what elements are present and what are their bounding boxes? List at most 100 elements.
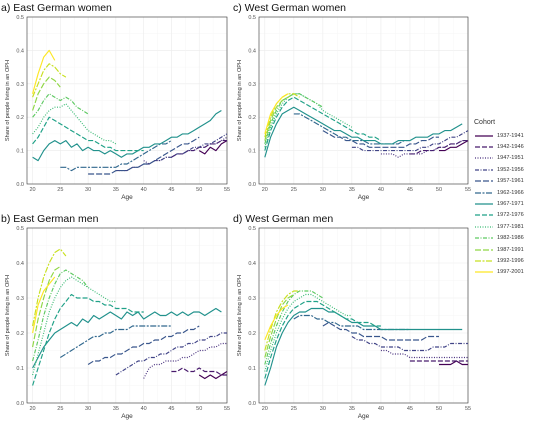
y-tick-label: 0.1 (248, 149, 256, 155)
y-tick-label: 0.3 (16, 296, 24, 302)
series-line-1997-2001 (264, 304, 289, 341)
x-tick-label: 40 (141, 406, 147, 412)
legend-label: 1967-1971 (497, 201, 524, 208)
series-line-1937-1941 (439, 360, 468, 366)
legend-key (475, 146, 493, 148)
legend: Cohort 1937-1941 1942-1946 1947-1951 1952-1… (474, 119, 540, 278)
series-line-1962-1966 (59, 325, 172, 358)
legend-key (475, 260, 493, 262)
series-line-1992-1996 (264, 290, 300, 351)
y-tick-label: 0.0 (248, 401, 256, 407)
x-tick-label: 55 (465, 187, 471, 193)
x-tick-label: 40 (378, 187, 384, 193)
y-tick-label: 0.1 (16, 366, 24, 372)
x-axis-label: Age (358, 194, 370, 201)
series-line-1987-1991 (32, 266, 61, 348)
y-tick-label: 0.1 (248, 366, 256, 372)
series-line-1987-1991 (264, 93, 295, 141)
legend-key (475, 237, 493, 239)
y-tick-label: 0.5 (248, 15, 256, 21)
legend-label: 1977-1981 (497, 223, 524, 230)
x-tick-label: 55 (224, 187, 230, 193)
x-tick-label: 25 (291, 187, 297, 193)
panel-1: a) East German women 0.0 0.1 0.2 0.3 0.4 0.5 20… (1, 2, 230, 201)
legend-item: 1957-1961 (474, 176, 540, 187)
legend-key (475, 169, 493, 171)
y-tick-label: 0.3 (248, 82, 256, 88)
legend-label: 1992-1996 (497, 257, 524, 264)
series-line-1942-1946 (171, 367, 227, 376)
legend-key (475, 157, 493, 160)
series-line-1937-1941 (439, 140, 469, 152)
panel-border (26, 16, 228, 185)
series-line-1982-1986 (264, 290, 324, 365)
legend-item: 1942-1946 (474, 141, 540, 152)
legend-label: 1937-1941 (497, 132, 524, 139)
series-line-1967-1971 (264, 106, 463, 158)
y-tick-label: 0.2 (248, 115, 256, 121)
series-line-1967-1971 (32, 110, 222, 162)
series-line-1962-1966 (60, 140, 172, 172)
x-tick-label: 30 (320, 406, 326, 412)
series-line-1982-1986 (264, 93, 324, 145)
legend-label: 1982-1986 (497, 235, 524, 242)
panel-title: d) West German men (233, 213, 333, 225)
legend-item: 1972-1976 (474, 210, 540, 221)
x-tick-label: 45 (407, 406, 413, 412)
series-line-1967-1971 (32, 307, 222, 369)
series-line-1997-2001 (32, 276, 56, 334)
series-line-1952-1956 (351, 336, 468, 352)
legend-item: 1992-1996 (474, 255, 540, 266)
x-tick-label: 20 (262, 187, 268, 193)
y-tick-label: 0.5 (16, 226, 24, 232)
y-tick-label: 0.0 (16, 401, 24, 407)
legend-key (475, 226, 493, 228)
series-line-1972-1976 (264, 96, 382, 151)
y-axis-label: Share of people living in an OPH (5, 275, 11, 356)
legend-item: 1967-1971 (474, 198, 540, 209)
panel-title: a) East German women (1, 2, 112, 14)
y-tick-label: 0.4 (16, 261, 24, 267)
y-tick-label: 0.5 (16, 15, 24, 21)
series-line-1972-1976 (32, 116, 144, 152)
x-tick-label: 45 (407, 187, 413, 193)
y-tick-label: 0.0 (248, 182, 256, 188)
series-line-1977-1981 (264, 293, 352, 372)
x-tick-label: 50 (436, 187, 442, 193)
panel-title: c) West German women (233, 2, 346, 14)
x-axis-label: Age (121, 194, 133, 201)
legend-label: 1962-1966 (497, 189, 524, 196)
series-line-1972-1976 (264, 300, 381, 379)
x-tick-label: 35 (113, 187, 119, 193)
legend-item: 1982-1986 (474, 233, 540, 244)
legend-label: 1947-1951 (497, 155, 524, 162)
legend-title: Cohort (474, 119, 496, 126)
series-line-1957-1961 (322, 130, 439, 148)
series-line-1947-1951 (380, 349, 468, 359)
series-line-1947-1951 (380, 140, 468, 158)
x-tick-label: 20 (262, 406, 268, 412)
x-tick-label: 35 (349, 187, 355, 193)
y-tick-label: 0.4 (248, 48, 256, 54)
x-tick-label: 25 (57, 406, 63, 412)
legend-item: 1947-1951 (474, 153, 540, 164)
series-line-1992-1996 (32, 63, 67, 98)
series-line-1997-2001 (264, 93, 289, 135)
x-tick-label: 20 (29, 406, 35, 412)
legend-key (475, 203, 493, 205)
series-line-1937-1941 (198, 371, 228, 380)
legend-key (475, 248, 493, 251)
series-line-1997-2001 (32, 49, 56, 94)
panel-2: c) West German women 0.0 0.1 0.2 0.3 0.4 0.5 20… (233, 2, 471, 201)
series-line-1967-1971 (264, 307, 463, 386)
legend-item: 1987-1991 (474, 244, 540, 255)
y-tick-label: 0.2 (16, 331, 24, 337)
y-tick-label: 0.3 (16, 82, 24, 88)
x-tick-label: 25 (57, 187, 63, 193)
x-tick-label: 35 (349, 406, 355, 412)
legend-item: 1977-1981 (474, 221, 540, 232)
series-line-1982-1986 (32, 269, 89, 362)
legend-label: 1942-1946 (497, 144, 524, 151)
x-tick-label: 35 (113, 406, 119, 412)
